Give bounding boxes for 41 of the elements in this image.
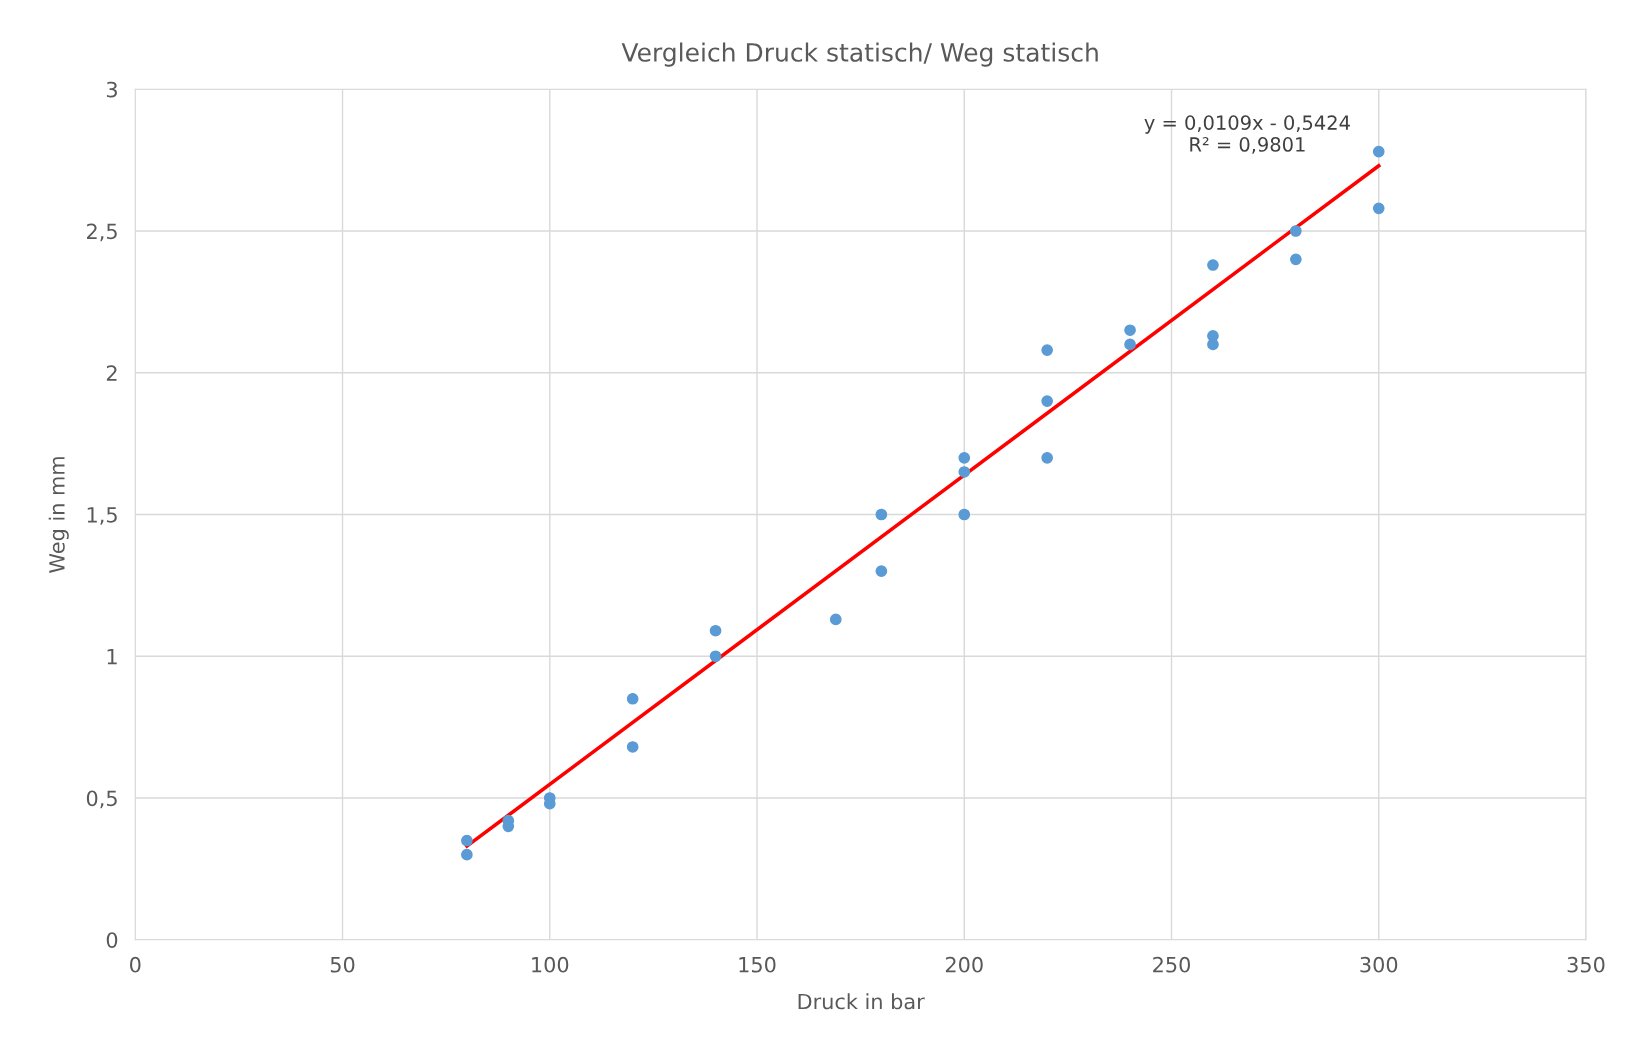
point (958, 451, 971, 464)
point (1372, 145, 1385, 158)
x-axis-title: Druck in bar (798, 993, 925, 1010)
y-tick-label: 1,5 (87, 507, 117, 525)
point (626, 692, 639, 705)
x-tick-label: 50 (330, 956, 355, 973)
point (1290, 253, 1302, 266)
point (1290, 225, 1302, 237)
x-tick-label: 350 (1567, 956, 1605, 973)
point (1372, 202, 1385, 215)
chart-title: Vergleich Druck statisch/ Weg statisch (621, 42, 1098, 67)
x-tick-label: 150 (739, 956, 776, 973)
x-tick-label: 100 (532, 956, 569, 973)
x-tick-label: 0 (130, 956, 141, 973)
point (875, 508, 888, 521)
point (709, 650, 722, 663)
y-tick-label: 2 (106, 365, 117, 381)
point (1041, 395, 1054, 407)
y-tick-label: 3 (106, 81, 117, 98)
annotation: y = 0,0109x - 0,5424 R² = 0,9801 (1144, 115, 1350, 154)
point (1124, 338, 1136, 351)
point (1207, 259, 1219, 271)
x-tick-label: 250 (1153, 956, 1190, 973)
point (709, 624, 722, 637)
x-tick-label: 300 (1360, 956, 1398, 973)
y-tick-label: 0 (106, 932, 118, 948)
point (461, 834, 473, 847)
y-tick-label: 0,5 (86, 790, 117, 809)
point (875, 565, 888, 578)
y-tick-label: 2,5 (87, 223, 117, 242)
y-tick-label: 1 (107, 648, 117, 665)
point (1041, 344, 1054, 356)
point (958, 466, 971, 478)
point (829, 613, 842, 626)
x-tick-label: 200 (945, 956, 983, 973)
point (626, 741, 639, 753)
point (958, 508, 971, 521)
point (461, 848, 473, 861)
y-axis-title: Weg in mm (48, 457, 69, 573)
point (1124, 324, 1136, 337)
point (1041, 451, 1054, 464)
